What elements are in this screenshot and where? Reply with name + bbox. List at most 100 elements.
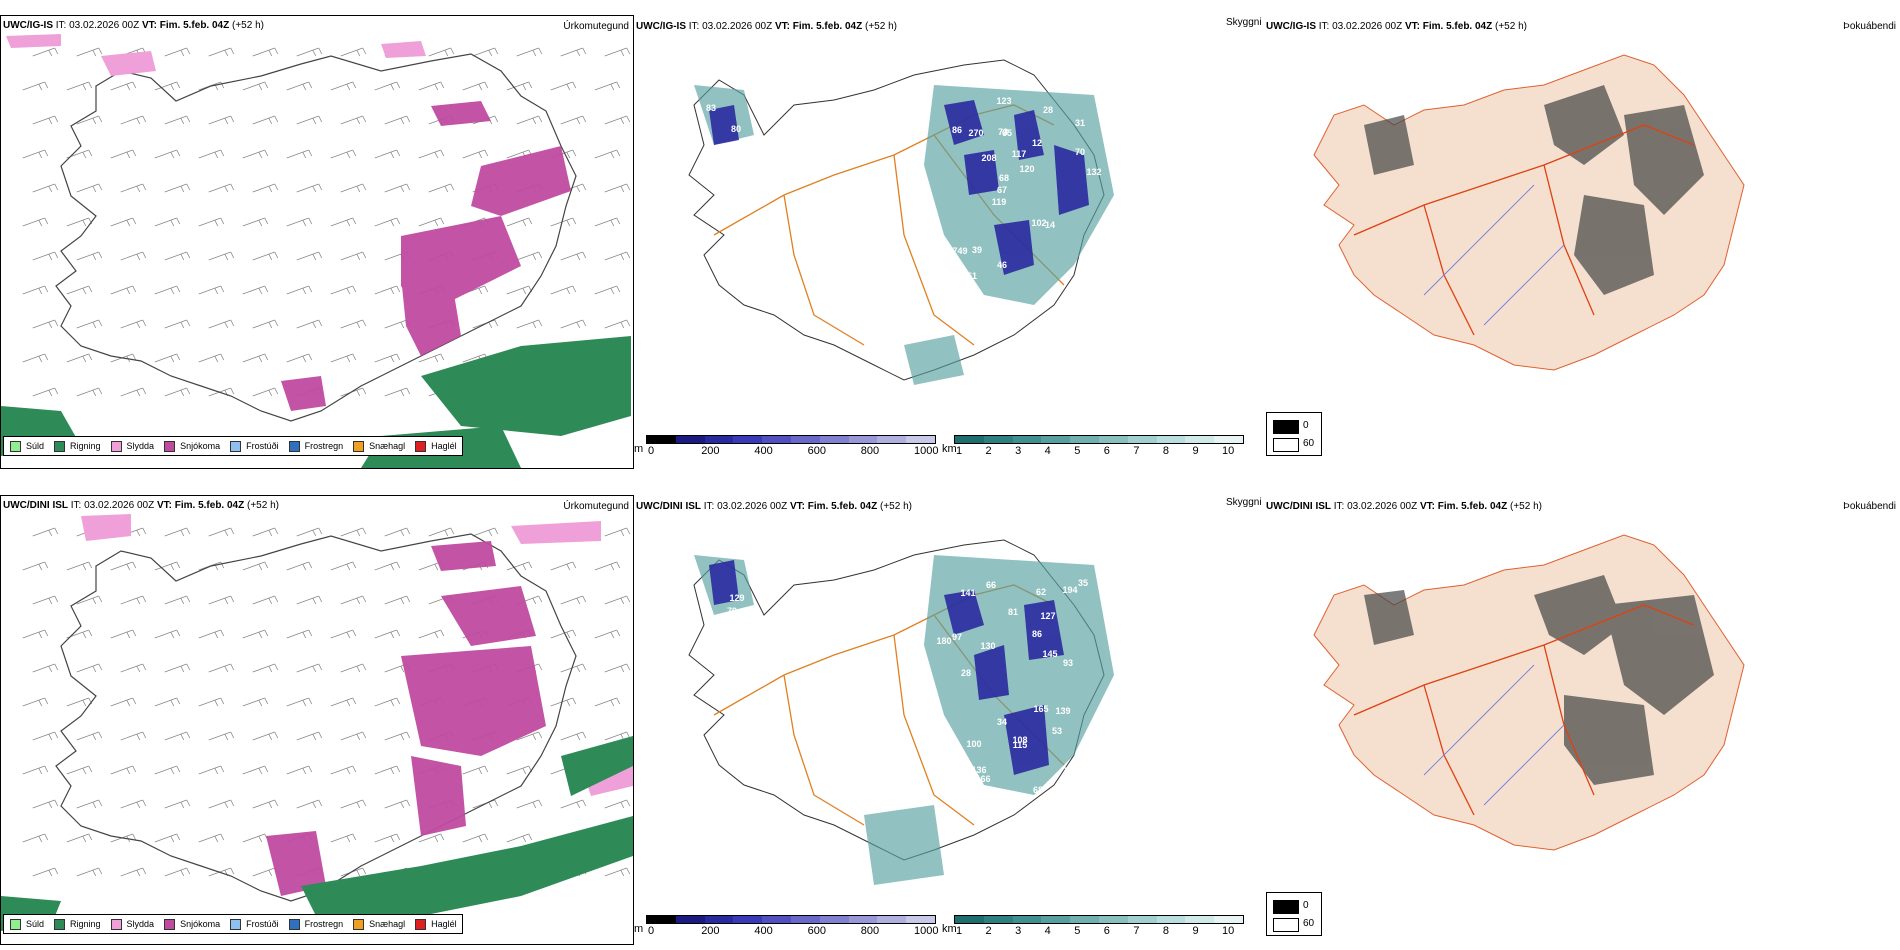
wind-barb <box>154 697 181 707</box>
wind-barb <box>76 319 103 329</box>
wind-barb <box>296 183 323 193</box>
wind-barb <box>374 285 401 295</box>
precip-legend-item: Snjókoma <box>164 440 221 452</box>
ceiling-label: 135 <box>954 293 969 303</box>
scale-color-cell <box>1070 916 1099 923</box>
precip-legend-item: Frostregn <box>288 918 343 930</box>
wind-barb <box>374 561 401 571</box>
wind-barb <box>164 387 191 397</box>
legend-swatch <box>230 918 242 930</box>
iceland-outline <box>688 539 1105 861</box>
ceiling-label: 68 <box>1033 785 1043 795</box>
wind-barb <box>76 595 103 605</box>
scale-tick-label: 10 <box>1222 445 1235 457</box>
legend-swatch <box>415 440 427 452</box>
precip-legend-item: Frostúði <box>230 918 279 930</box>
legend-label: Rigning <box>70 441 101 451</box>
wind-barb <box>296 319 323 329</box>
scale-color-cell <box>819 916 849 923</box>
cloud-legend-label: 60 <box>1303 438 1315 449</box>
panel-title-top: UWC/IG-IS IT: 03.02.2026 00Z VT: Fim. 5.… <box>3 20 264 31</box>
iceland-outline <box>55 53 577 422</box>
wind-barb <box>374 217 401 227</box>
scale-tick-label: 200 <box>701 445 720 457</box>
scale-tick-label: 6 <box>1103 925 1110 937</box>
wind-barb <box>154 285 181 295</box>
precip-legend-item: Súld <box>10 918 44 930</box>
wind-barb <box>428 183 455 193</box>
wind-barb <box>560 251 587 261</box>
wind-barb <box>208 319 235 329</box>
wind-barb <box>384 115 411 125</box>
wind-barb <box>516 731 543 741</box>
wind-barb <box>550 561 577 571</box>
scale-color-cell <box>675 916 705 923</box>
wind-barb <box>472 527 499 537</box>
wind-barb <box>594 697 621 707</box>
scale-tick-label: 600 <box>807 445 826 457</box>
wind-barb <box>340 251 367 261</box>
wind-barb <box>296 251 323 261</box>
legend-label: Snjókoma <box>180 919 221 929</box>
wind-barb <box>506 765 533 775</box>
wind-barb <box>164 47 191 57</box>
wind-barb <box>594 285 621 295</box>
ceiling-label: 119 <box>992 197 1007 207</box>
wind-barb <box>208 867 235 877</box>
visibility-map-bottom: 129 79 115 174 108 130 66 127 68 93 165 194 180 145 16… <box>688 539 1114 885</box>
wind-barb <box>154 765 181 775</box>
scale-color-cell <box>848 436 878 443</box>
wind-barb <box>76 251 103 261</box>
ceiling-label: 88 <box>943 280 953 290</box>
wind-barb <box>560 799 587 809</box>
wind-barbs <box>22 47 631 397</box>
wind-barb <box>32 663 59 673</box>
wind-barb <box>384 799 411 809</box>
precip-legend-item: Snæhagl <box>353 918 405 930</box>
wind-barb <box>252 595 279 605</box>
wind-barb <box>110 765 137 775</box>
legend-swatch <box>10 440 21 452</box>
scale-color-cell <box>819 436 849 443</box>
ceiling-label: 132 <box>1086 167 1101 177</box>
wind-barb <box>296 595 323 605</box>
wind-barb <box>22 697 49 707</box>
cloud-title-top: Þokuábendi <box>1843 21 1896 32</box>
scale-color-cell <box>675 436 705 443</box>
scale-ticks: 0 200 400 600 800 1000 <box>634 444 938 457</box>
wind-barb <box>384 595 411 605</box>
ceiling-label: 79 <box>1062 766 1072 776</box>
wind-barb <box>604 663 631 673</box>
wind-barb <box>66 217 93 227</box>
wind-barb <box>22 353 49 363</box>
wind-barb <box>286 217 313 227</box>
wind-barb <box>76 183 103 193</box>
wind-barb <box>604 251 631 261</box>
wind-barb <box>120 799 147 809</box>
wind-barb <box>286 697 313 707</box>
wind-barb <box>374 629 401 639</box>
scale-tick-label: 8 <box>1162 925 1169 937</box>
legend-label: Snjókoma <box>180 441 221 451</box>
scale-tick-label: 9 <box>1192 925 1199 937</box>
wind-barb <box>120 115 147 125</box>
wind-barb <box>32 251 59 261</box>
scale-color-cell <box>1156 436 1186 443</box>
ceiling-label: 129 <box>729 593 744 603</box>
legend-label: Súld <box>26 441 45 451</box>
ceiling-label: 28 <box>1043 105 1053 115</box>
ceiling-label: 108 <box>1012 735 1027 745</box>
wind-barb <box>340 799 367 809</box>
scale-tick-label: 600 <box>807 925 826 937</box>
wind-barb <box>208 183 235 193</box>
wind-barb <box>208 387 235 397</box>
wind-barb <box>472 47 499 57</box>
wind-barb <box>374 81 401 91</box>
wind-barb <box>22 81 49 91</box>
ceiling-label: 79 <box>727 606 737 616</box>
scale-color-bar <box>954 435 1244 444</box>
visibility-panel-bottom: UWC/DINI ISL IT: 03.02.2026 00Z VT: Fim.… <box>634 495 1264 945</box>
wind-barb <box>76 731 103 741</box>
wind-barb <box>252 663 279 673</box>
ceiling-label: 31 <box>1075 118 1085 128</box>
